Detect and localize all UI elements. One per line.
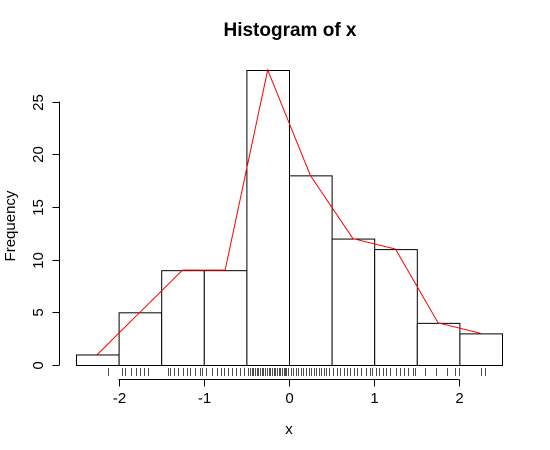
histogram-bar-7 [374, 249, 418, 367]
histogram-bar-9 [459, 333, 503, 366]
x-axis-label: x [285, 421, 293, 438]
y-tick-label-0: 0 [30, 361, 47, 369]
x-tick-label-0: -2 [113, 390, 126, 407]
x-tick-label-4: 2 [455, 390, 463, 407]
y-tick-label-5: 25 [30, 94, 47, 111]
x-tick-label-2: 0 [285, 390, 293, 407]
histogram-bar-3 [203, 270, 248, 366]
x-tick-label-3: 1 [370, 390, 378, 407]
x-axis: -2 -1 0 1 2 [113, 379, 464, 407]
histogram-bar-2 [161, 270, 205, 366]
histogram-bar-5 [289, 175, 333, 366]
histogram-bar-4 [246, 70, 290, 366]
frequency-polygon [96, 68, 481, 355]
y-axis: 0 5 10 15 20 25 [30, 94, 60, 370]
histogram-bar-8 [416, 322, 461, 367]
histogram-bar-6 [331, 238, 376, 366]
histogram-bars [76, 70, 503, 367]
frequency-polygon-line [96, 68, 481, 355]
y-tick-label-2: 10 [30, 252, 47, 269]
x-tick-label-1: -1 [198, 390, 211, 407]
y-tick-label-3: 15 [30, 199, 47, 216]
y-tick-label-4: 20 [30, 146, 47, 163]
chart-title: Histogram of x [223, 20, 356, 41]
y-axis-label: Frequency [2, 190, 19, 261]
rug-marks [108, 368, 486, 376]
y-tick-label-1: 5 [30, 308, 47, 316]
histogram-bar-0 [76, 354, 120, 367]
histogram-bar-1 [118, 312, 163, 367]
